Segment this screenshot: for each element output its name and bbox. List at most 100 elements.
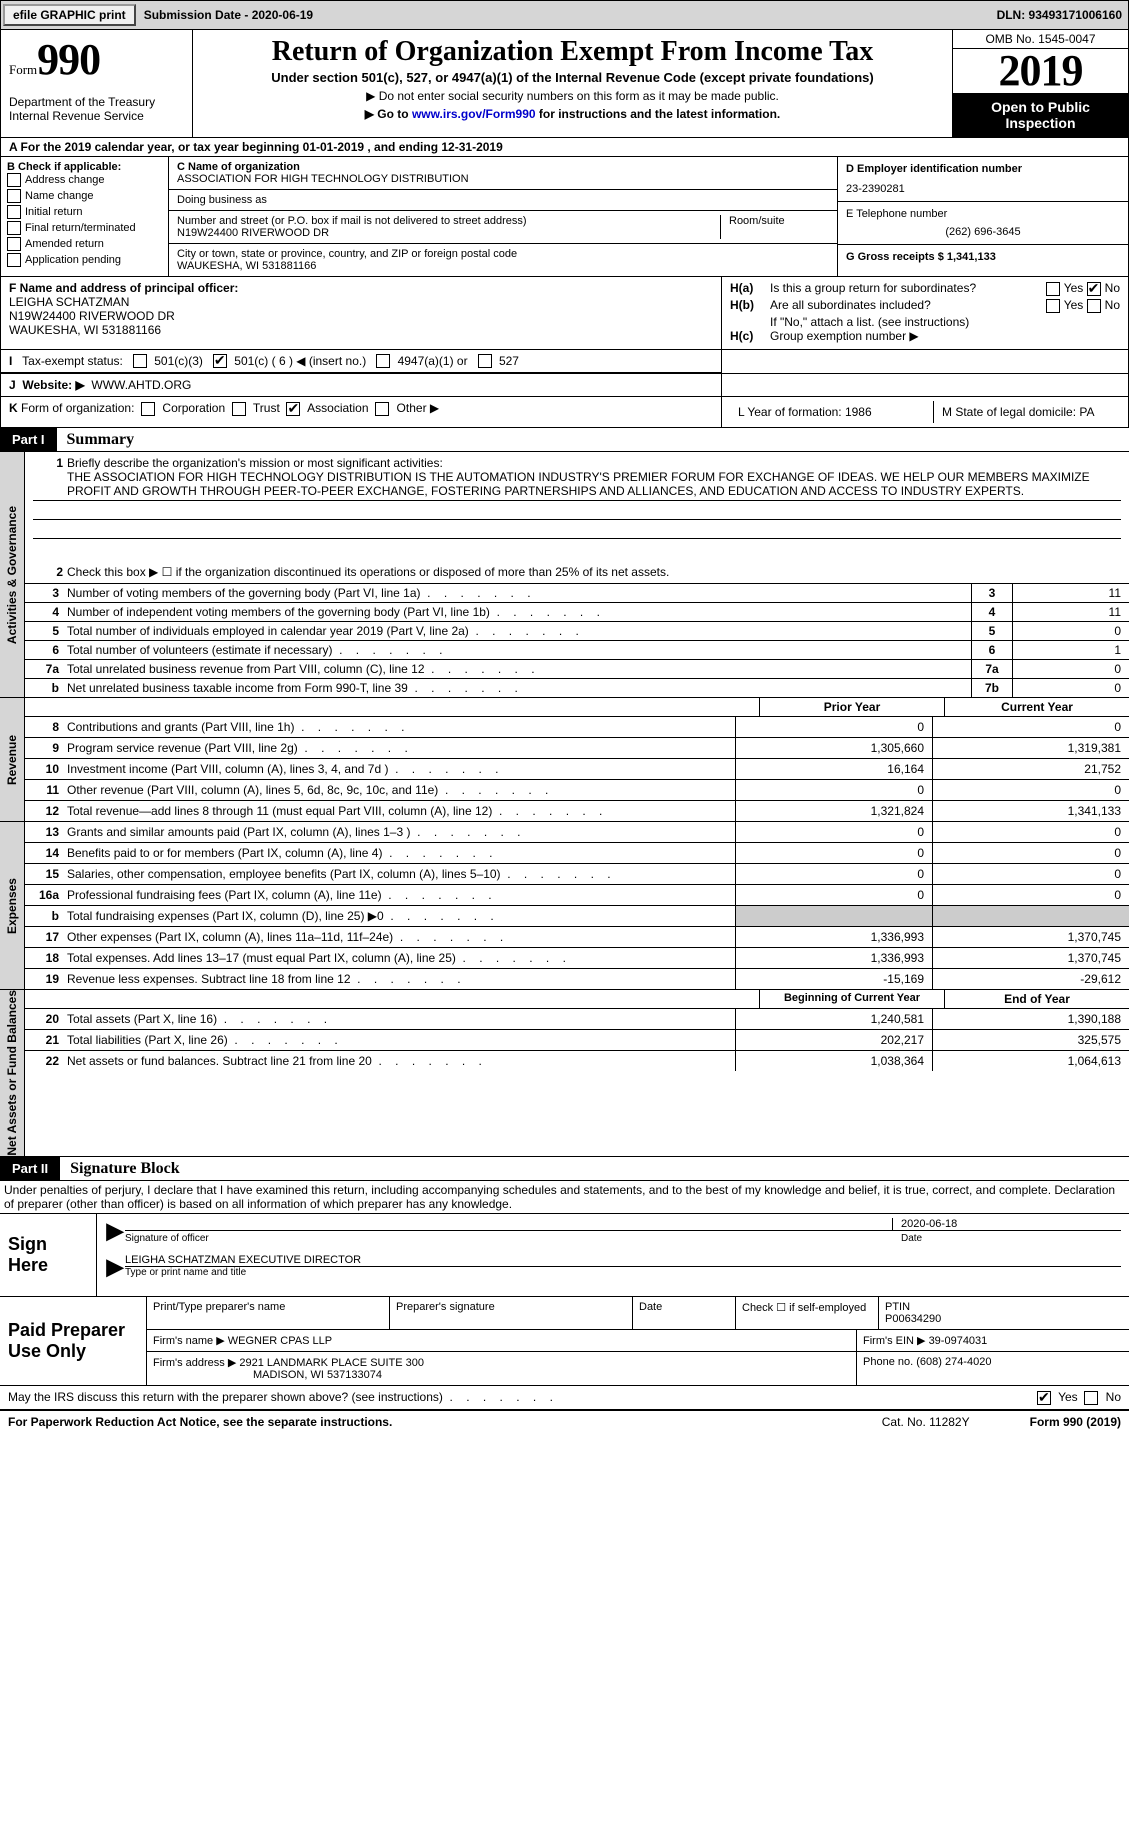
chk-discuss-no[interactable] xyxy=(1084,1391,1098,1405)
dba-label: Doing business as xyxy=(177,194,829,206)
chk-527[interactable] xyxy=(478,354,492,368)
row-j: J Website: ▶ WWW.AHTD.ORG xyxy=(0,374,1129,397)
chk-pending[interactable] xyxy=(7,253,21,267)
form-id-cell: Form990 Department of the Treasury Inter… xyxy=(1,30,193,137)
chk-hb-no[interactable] xyxy=(1087,299,1101,313)
chk-address-change[interactable] xyxy=(7,173,21,187)
expenses-section: Expenses 13Grants and similar amounts pa… xyxy=(0,822,1129,990)
chk-4947[interactable] xyxy=(376,354,390,368)
fin-row: 15Salaries, other compensation, employee… xyxy=(25,863,1129,884)
org-name-label: C Name of organization xyxy=(177,161,829,173)
tab-balances: Net Assets or Fund Balances xyxy=(0,990,25,1156)
tab-expenses: Expenses xyxy=(0,822,25,989)
fin-row: 16aProfessional fundraising fees (Part I… xyxy=(25,884,1129,905)
chk-corp[interactable] xyxy=(141,402,155,416)
chk-amended[interactable] xyxy=(7,237,21,251)
chk-trust[interactable] xyxy=(232,402,246,416)
summary-row: 3Number of voting members of the governi… xyxy=(25,583,1129,602)
fin-row: 17Other expenses (Part IX, column (A), l… xyxy=(25,926,1129,947)
sign-arrow-icon: ▶ xyxy=(105,1218,125,1254)
col-begin-year: Beginning of Current Year xyxy=(759,990,944,1008)
firm-addr2: MADISON, WI 537133074 xyxy=(153,1369,382,1381)
fin-row: 10Investment income (Part VIII, column (… xyxy=(25,758,1129,779)
section-c: C Name of organization ASSOCIATION FOR H… xyxy=(169,157,837,276)
page-footer: For Paperwork Reduction Act Notice, see … xyxy=(0,1411,1129,1449)
form-number: 990 xyxy=(37,35,100,84)
summary-row: 5Total number of individuals employed in… xyxy=(25,621,1129,640)
firm-phone: (608) 274-4020 xyxy=(916,1356,991,1368)
summary-row: bNet unrelated business taxable income f… xyxy=(25,678,1129,697)
fin-row: 19Revenue less expenses. Subtract line 1… xyxy=(25,968,1129,989)
part-1-label: Part I xyxy=(0,428,57,451)
addr-value: N19W24400 RIVERWOOD DR xyxy=(177,227,712,239)
tab-revenue: Revenue xyxy=(0,698,25,821)
firm-ein: 39-0974031 xyxy=(929,1335,988,1347)
ein-value: 23-2390281 xyxy=(846,183,1120,195)
fin-row: 9Program service revenue (Part VIII, lin… xyxy=(25,737,1129,758)
gross-receipts: G Gross receipts $ 1,341,133 xyxy=(846,251,1120,263)
form-footer-label: Form 990 (2019) xyxy=(1030,1415,1121,1429)
section-h: H(a) Is this a group return for subordin… xyxy=(721,277,1128,349)
paid-preparer-block: Paid Preparer Use Only Print/Type prepar… xyxy=(0,1297,1129,1386)
form-label: Form xyxy=(9,62,37,77)
cat-number: Cat. No. 11282Y xyxy=(882,1415,1030,1429)
fin-row: 8Contributions and grants (Part VIII, li… xyxy=(25,717,1129,737)
tel-label: E Telephone number xyxy=(846,208,1120,220)
col-prior-year: Prior Year xyxy=(759,698,944,716)
top-bar: efile GRAPHIC print Submission Date - 20… xyxy=(0,0,1129,30)
fin-row: 14Benefits paid to or for members (Part … xyxy=(25,842,1129,863)
dept-label: Department of the Treasury Internal Reve… xyxy=(9,95,184,123)
firm-addr1: 2921 LANDMARK PLACE SUITE 300 xyxy=(239,1357,424,1369)
chk-other[interactable] xyxy=(375,402,389,416)
h-note: If "No," attach a list. (see instruction… xyxy=(730,315,1120,329)
submission-date-label: Submission Date - 2020-06-19 xyxy=(138,8,319,22)
chk-discuss-yes[interactable] xyxy=(1037,1391,1051,1405)
sign-date: 2020-06-18 xyxy=(892,1218,1121,1230)
section-f: F Name and address of principal officer:… xyxy=(1,277,721,349)
block-f-h: F Name and address of principal officer:… xyxy=(0,277,1129,350)
inspection-label: Open to Public Inspection xyxy=(953,93,1128,137)
chk-final-return[interactable] xyxy=(7,221,21,235)
row-i-j: I Tax-exempt status: 501(c)(3) 501(c) ( … xyxy=(0,350,1129,375)
section-b-label: B Check if applicable: xyxy=(7,161,162,173)
part-1-title: Summary xyxy=(57,431,135,449)
state-domicile: M State of legal domicile: PA xyxy=(933,401,1120,423)
form-year-cell: OMB No. 1545-0047 2019 Open to Public In… xyxy=(952,30,1128,137)
activities-governance-section: Activities & Governance 1 Briefly descri… xyxy=(0,452,1129,698)
tel-value: (262) 696-3645 xyxy=(846,226,1120,238)
chk-501c3[interactable] xyxy=(133,354,147,368)
chk-assoc[interactable] xyxy=(286,402,300,416)
sign-here-block: Sign Here ▶ 2020-06-18 Signature of offi… xyxy=(0,1214,1129,1297)
row-k-l-m: K Form of organization: Corporation Trus… xyxy=(0,397,1129,428)
website-link[interactable]: WWW.AHTD.ORG xyxy=(91,378,191,392)
chk-initial-return[interactable] xyxy=(7,205,21,219)
chk-hb-yes[interactable] xyxy=(1046,299,1060,313)
form-title-cell: Return of Organization Exempt From Incom… xyxy=(193,30,952,137)
officer-typed-name: LEIGHA SCHATZMAN EXECUTIVE DIRECTOR xyxy=(125,1254,1121,1267)
efile-print-button[interactable]: efile GRAPHIC print xyxy=(3,4,136,26)
fin-row: 21Total liabilities (Part X, line 26)202… xyxy=(25,1029,1129,1050)
irs-link[interactable]: www.irs.gov/Form990 xyxy=(412,107,536,121)
form-title: Return of Organization Exempt From Incom… xyxy=(201,36,944,68)
sig-date-label: Date xyxy=(893,1233,1121,1244)
firm-name: WEGNER CPAS LLP xyxy=(228,1335,332,1347)
officer-addr2: WAUKESHA, WI 531881166 xyxy=(9,323,713,337)
summary-row: 4Number of independent voting members of… xyxy=(25,602,1129,621)
chk-name-change[interactable] xyxy=(7,189,21,203)
paperwork-notice: For Paperwork Reduction Act Notice, see … xyxy=(8,1415,882,1429)
dln-label: DLN: 93493171006160 xyxy=(991,8,1128,22)
mission-text: THE ASSOCIATION FOR HIGH TECHNOLOGY DIST… xyxy=(33,470,1121,501)
room-label: Room/suite xyxy=(721,215,829,239)
col-current-year: Current Year xyxy=(944,698,1129,716)
form-note-2: ▶ Go to www.irs.gov/Form990 for instruct… xyxy=(201,107,944,121)
chk-501c[interactable] xyxy=(213,354,227,368)
summary-row: 7aTotal unrelated business revenue from … xyxy=(25,659,1129,678)
form-990-page: efile GRAPHIC print Submission Date - 20… xyxy=(0,0,1129,1449)
city-label: City or town, state or province, country… xyxy=(177,248,829,260)
row-a-tax-year: A For the 2019 calendar year, or tax yea… xyxy=(0,138,1129,157)
chk-ha-yes[interactable] xyxy=(1046,282,1060,296)
year-formation: L Year of formation: 1986 xyxy=(730,401,933,423)
fin-row: bTotal fundraising expenses (Part IX, co… xyxy=(25,905,1129,926)
officer-label: F Name and address of principal officer: xyxy=(9,281,713,295)
chk-ha-no[interactable] xyxy=(1087,282,1101,296)
